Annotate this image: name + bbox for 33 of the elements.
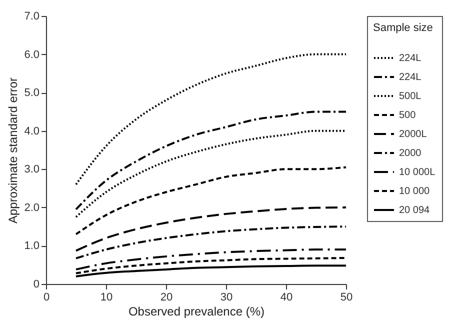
- y-tick-label: 1.0: [24, 240, 40, 252]
- y-axis-title: Approximate standard error: [6, 77, 20, 224]
- line-series: [75, 226, 347, 260]
- legend-label: 224L: [399, 72, 422, 83]
- x-tick-label: 30: [220, 292, 233, 304]
- line-series: [75, 166, 347, 236]
- y-tick-label: 2.0: [24, 202, 40, 214]
- y-tick-label: 6.0: [24, 48, 40, 61]
- x-axis-title: Observed prevalence (%): [128, 304, 265, 318]
- x-tick-label: 20: [160, 292, 173, 304]
- legend-title: Sample size: [373, 22, 433, 34]
- y-tick-label: 7.0: [24, 10, 40, 22]
- x-tick-label: 50: [340, 292, 353, 304]
- line-series: [75, 53, 347, 186]
- y-tick-label: 0: [33, 278, 40, 290]
- legend-label: 10 000: [399, 186, 430, 197]
- y-tick-label: 4.0: [24, 125, 40, 138]
- y-tick-label: 3.0: [24, 164, 40, 176]
- legend-label: 20 094: [399, 205, 430, 216]
- line-series: [75, 110, 347, 210]
- legend-label: 10 000L: [399, 167, 436, 178]
- x-tick-label: 10: [100, 292, 113, 304]
- legend-label: 500: [399, 110, 416, 121]
- line-series: [75, 248, 347, 270]
- x-tick-label: 0: [43, 292, 50, 304]
- legend-label: 2000L: [399, 129, 428, 140]
- legend-label: 224L: [399, 53, 422, 64]
- legend-label: 2000: [399, 148, 422, 159]
- legend-label: 500L: [399, 91, 422, 102]
- line-series: [75, 130, 347, 218]
- line-series: [75, 206, 347, 252]
- y-tick-label: 5.0: [24, 87, 40, 100]
- x-tick-label: 40: [280, 292, 293, 304]
